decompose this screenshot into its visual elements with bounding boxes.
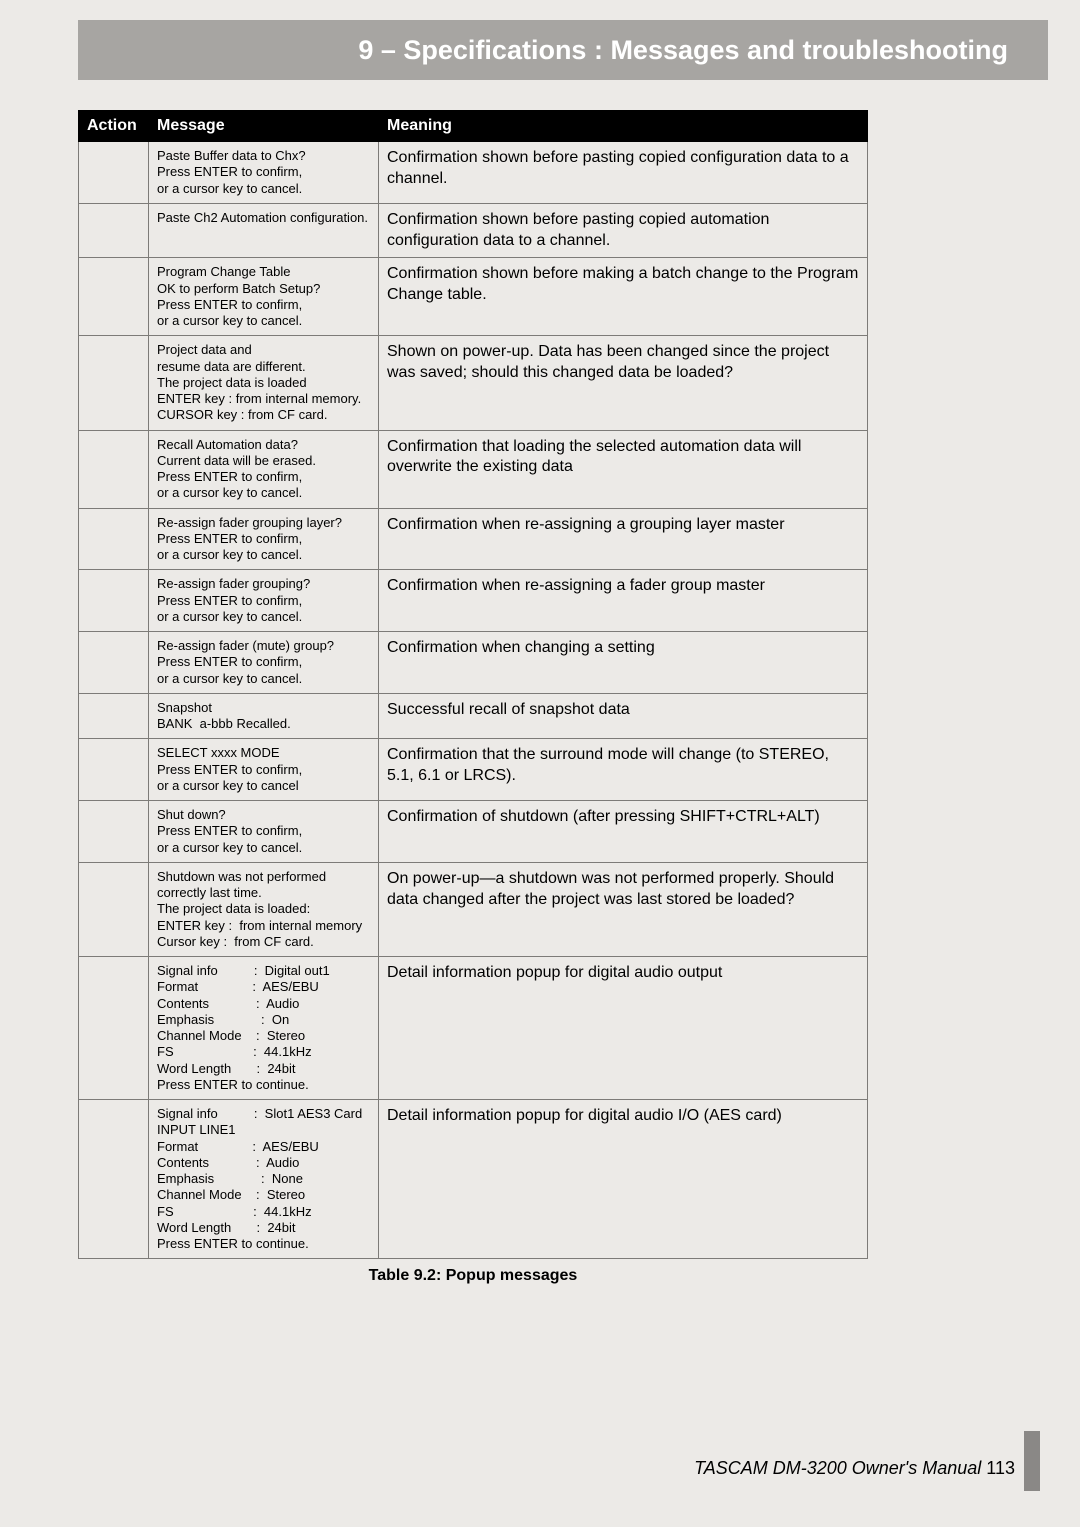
section-header: 9 – Specifications : Messages and troubl…: [78, 20, 1048, 80]
cell-message: Signal info : Slot1 AES3 Card INPUT LINE…: [149, 1100, 379, 1259]
cell-meaning: Successful recall of snapshot data: [379, 693, 868, 739]
page-edge-tab: [1024, 1431, 1040, 1491]
cell-message: Paste Ch2 Automation configuration.: [149, 203, 379, 258]
cell-meaning: Confirmation that the surround mode will…: [379, 739, 868, 801]
footer-manual-title: TASCAM DM-3200 Owner's Manual: [694, 1458, 981, 1478]
table-row: Signal info : Digital out1 Format : AES/…: [79, 957, 868, 1100]
cell-message: Re-assign fader grouping layer? Press EN…: [149, 508, 379, 570]
cell-action: [79, 739, 149, 801]
table-row: SELECT xxxx MODE Press ENTER to confirm,…: [79, 739, 868, 801]
cell-meaning: Confirmation shown before making a batch…: [379, 258, 868, 336]
col-header-meaning: Meaning: [379, 111, 868, 142]
cell-meaning: Confirmation when re-assigning a groupin…: [379, 508, 868, 570]
table-row: Project data and resume data are differe…: [79, 336, 868, 430]
table-row: Program Change Table OK to perform Batch…: [79, 258, 868, 336]
cell-action: [79, 801, 149, 863]
section-title: 9 – Specifications : Messages and troubl…: [358, 35, 1008, 66]
cell-message: Signal info : Digital out1 Format : AES/…: [149, 957, 379, 1100]
cell-action: [79, 203, 149, 258]
cell-message: Snapshot BANK a-bbb Recalled.: [149, 693, 379, 739]
cell-meaning: Confirmation that loading the selected a…: [379, 430, 868, 508]
messages-table-wrap: Action Message Meaning Paste Buffer data…: [78, 110, 868, 1259]
table-row: Paste Buffer data to Chx? Press ENTER to…: [79, 142, 868, 204]
cell-meaning: Shown on power-up. Data has been changed…: [379, 336, 868, 430]
cell-action: [79, 508, 149, 570]
cell-action: [79, 1100, 149, 1259]
cell-message: Re-assign fader grouping? Press ENTER to…: [149, 570, 379, 632]
table-row: Shutdown was not performed correctly las…: [79, 862, 868, 956]
cell-message: Paste Buffer data to Chx? Press ENTER to…: [149, 142, 379, 204]
table-row: Paste Ch2 Automation configuration.Confi…: [79, 203, 868, 258]
cell-action: [79, 336, 149, 430]
cell-message: Shutdown was not performed correctly las…: [149, 862, 379, 956]
table-row: Shut down? Press ENTER to confirm, or a …: [79, 801, 868, 863]
table-caption: Table 9.2: Popup messages: [78, 1267, 868, 1285]
cell-action: [79, 258, 149, 336]
messages-table: Action Message Meaning Paste Buffer data…: [78, 110, 868, 1259]
table-row: Signal info : Slot1 AES3 Card INPUT LINE…: [79, 1100, 868, 1259]
cell-action: [79, 570, 149, 632]
cell-message: Program Change Table OK to perform Batch…: [149, 258, 379, 336]
table-row: Re-assign fader (mute) group? Press ENTE…: [79, 632, 868, 694]
cell-action: [79, 957, 149, 1100]
table-row: Recall Automation data? Current data wil…: [79, 430, 868, 508]
cell-meaning: Confirmation when re-assigning a fader g…: [379, 570, 868, 632]
cell-meaning: Confirmation shown before pasting copied…: [379, 142, 868, 204]
cell-action: [79, 632, 149, 694]
page-footer: TASCAM DM-3200 Owner's Manual 113: [694, 1458, 1015, 1479]
cell-meaning: Confirmation of shutdown (after pressing…: [379, 801, 868, 863]
cell-action: [79, 430, 149, 508]
col-header-action: Action: [79, 111, 149, 142]
cell-message: Recall Automation data? Current data wil…: [149, 430, 379, 508]
cell-message: Shut down? Press ENTER to confirm, or a …: [149, 801, 379, 863]
cell-meaning: Confirmation shown before pasting copied…: [379, 203, 868, 258]
cell-action: [79, 142, 149, 204]
footer-page-number: 113: [986, 1458, 1015, 1478]
cell-action: [79, 862, 149, 956]
cell-message: Project data and resume data are differe…: [149, 336, 379, 430]
table-row: Snapshot BANK a-bbb Recalled.Successful …: [79, 693, 868, 739]
table-row: Re-assign fader grouping? Press ENTER to…: [79, 570, 868, 632]
col-header-message: Message: [149, 111, 379, 142]
cell-meaning: On power-up—a shutdown was not performed…: [379, 862, 868, 956]
cell-message: Re-assign fader (mute) group? Press ENTE…: [149, 632, 379, 694]
cell-action: [79, 693, 149, 739]
cell-meaning: Detail information popup for digital aud…: [379, 1100, 868, 1259]
cell-message: SELECT xxxx MODE Press ENTER to confirm,…: [149, 739, 379, 801]
cell-meaning: Detail information popup for digital aud…: [379, 957, 868, 1100]
cell-meaning: Confirmation when changing a setting: [379, 632, 868, 694]
table-row: Re-assign fader grouping layer? Press EN…: [79, 508, 868, 570]
